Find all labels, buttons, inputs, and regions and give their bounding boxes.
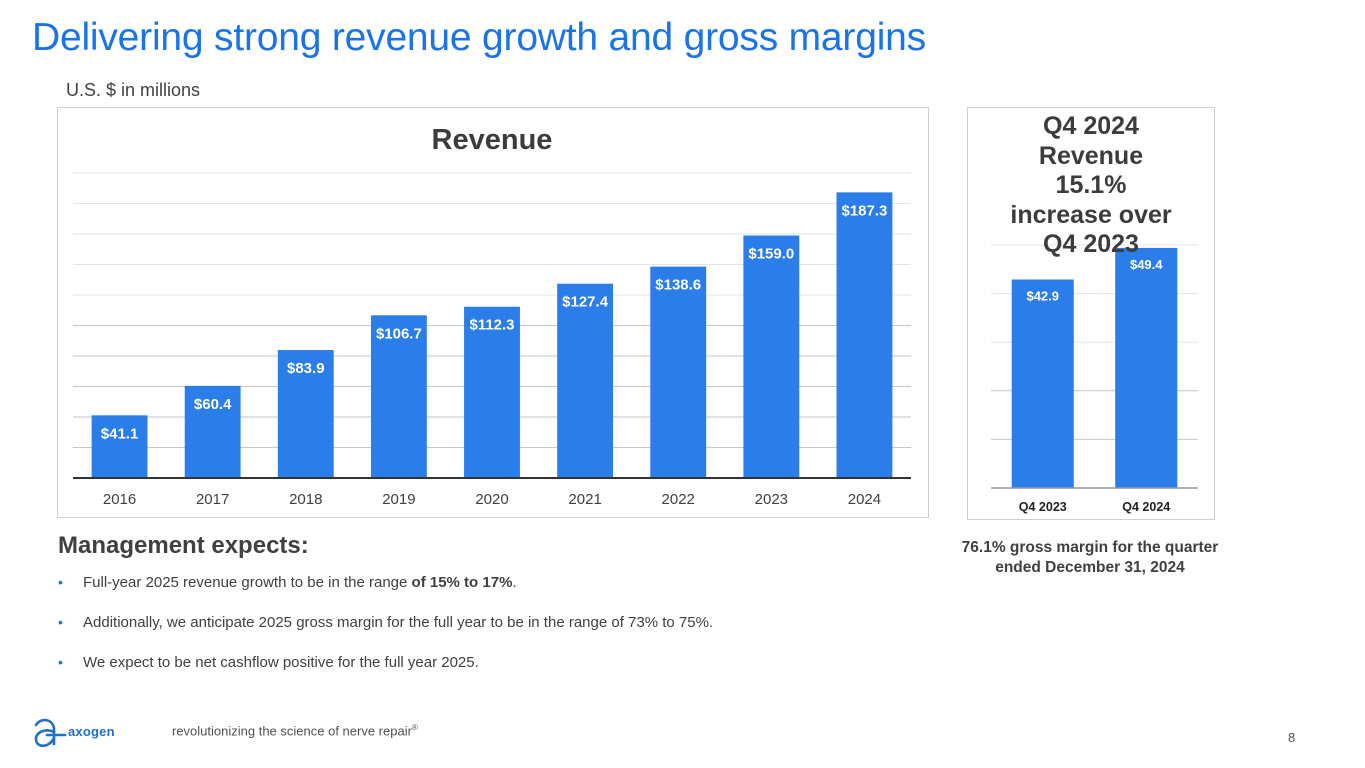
annual-revenue-chart: Revenue $41.1 2016 $60.4 2017 $83.9 2018 $106.7… [73, 124, 911, 508]
bar-q4-2023 [1011, 279, 1074, 488]
data-label: $41.1 [101, 425, 139, 442]
tagline: revolutionizing the science of nerve rep… [172, 723, 418, 738]
page-number: 8 [1288, 730, 1296, 745]
bullet-text: Additionally, we anticipate 2025 gross m… [83, 614, 714, 631]
gross-margin-line-2: ended December 31, 2024 [995, 559, 1185, 576]
bar-2020 [464, 306, 520, 478]
x-tick-label: 2019 [382, 491, 415, 508]
bullet-icon: • [58, 654, 63, 670]
data-label: $106.7 [376, 325, 422, 342]
x-tick-label: Q4 2023 [1019, 500, 1067, 514]
annual-revenue-chart-panel: Revenue $41.1 2016 $60.4 2017 $83.9 2018 $106.7… [57, 107, 929, 518]
list-item: • We expect to be net cashflow positive f… [58, 654, 713, 674]
bar-2016 [91, 415, 148, 478]
bullet-icon: • [58, 574, 63, 590]
q4-title-line: Q4 2024 [1043, 112, 1139, 140]
management-heading: Management expects: [58, 532, 309, 559]
data-label: $83.9 [287, 360, 325, 377]
page-title: Delivering strong revenue growth and gro… [32, 16, 926, 59]
x-tick-label: 2021 [568, 491, 601, 508]
x-tick-label: 2022 [662, 491, 695, 508]
list-item: • Additionally, we anticipate 2025 gross … [58, 614, 713, 634]
q4-revenue-chart: $42.9 Q4 2023 $49.4 Q4 2024 [991, 244, 1198, 514]
x-tick-label: 2017 [196, 491, 229, 508]
q4-revenue-chart-panel: $42.9 Q4 2023 $49.4 Q4 2024 Q4 2024 Revenue… [967, 107, 1215, 520]
gross-margin-line-1: 76.1% gross margin for the quarter [961, 539, 1219, 556]
management-expectations: Management expects: • Full-year 2025 reve… [58, 532, 713, 694]
registered-mark: ® [411, 723, 418, 732]
bar-2018 [277, 350, 334, 478]
expectations-list: • Full-year 2025 revenue growth to be in … [58, 574, 713, 674]
x-tick-label: Q4 2024 [1122, 500, 1170, 514]
q4-title-line: Revenue [1038, 141, 1144, 170]
x-tick-label: 2016 [103, 491, 136, 508]
bullet-bold-text: of 15% to 17% [411, 574, 513, 591]
data-label: $159.0 [748, 246, 794, 263]
bar-2021 [557, 283, 614, 478]
data-label: $60.4 [194, 396, 232, 413]
axogen-logo-icon [34, 718, 67, 748]
bullet-text: Full-year 2025 revenue growth to be in t… [83, 574, 412, 591]
bar-2017 [184, 385, 241, 478]
chart-title: Revenue [432, 124, 553, 156]
data-label: $187.3 [841, 202, 887, 219]
tagline-text: revolutionizing the science of nerve rep… [172, 723, 412, 739]
data-label: $49.4 [1130, 257, 1163, 272]
axogen-logo: axogen [32, 716, 132, 752]
data-label: $112.3 [469, 317, 514, 334]
logo-wordmark: axogen [68, 724, 115, 739]
data-label: $127.4 [562, 294, 609, 311]
x-tick-label: 2020 [475, 491, 508, 508]
q4-title-line: 15.1% [1055, 171, 1127, 199]
units-subtitle: U.S. $ in millions [66, 80, 201, 100]
x-tick-label: 2023 [755, 491, 788, 508]
q4-title-line: Q4 2023 [1043, 230, 1139, 258]
q4-title-line: increase over [1010, 200, 1172, 229]
bar-2023 [743, 235, 800, 478]
gross-margin-note: 76.1% gross margin for the quarter ended… [935, 538, 1245, 578]
bar-2024 [836, 192, 893, 478]
bullet-text: We expect to be net cashflow positive fo… [83, 654, 479, 671]
bar-2022 [650, 266, 707, 478]
bullet-tail: . [512, 574, 517, 591]
bar-2019 [370, 315, 427, 478]
x-tick-label: 2024 [848, 491, 881, 508]
q4-chart-title: Q4 2024 Revenue 15.1% increase over Q4 2… [968, 112, 1214, 260]
data-label: $42.9 [1026, 289, 1059, 304]
x-tick-label: 2018 [289, 491, 322, 508]
bullet-icon: • [58, 614, 63, 630]
data-label: $138.6 [655, 277, 701, 294]
list-item: • Full-year 2025 revenue growth to be in … [58, 574, 713, 594]
bar-q4-2024 [1115, 247, 1178, 488]
